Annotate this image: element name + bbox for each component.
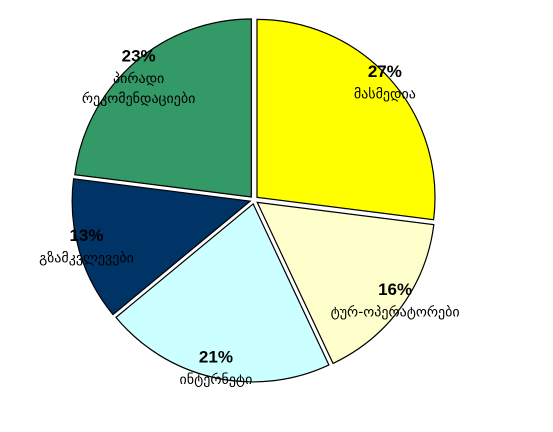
- pie-slice: [74, 18, 252, 198]
- slice-label: ტურ-ოპერატორები: [331, 304, 460, 321]
- value-label: 27%: [368, 62, 402, 81]
- slice-label: გზამკვლევები: [39, 251, 134, 267]
- pie-slice: [256, 201, 435, 365]
- pie-slice: [256, 18, 436, 221]
- slice-label: ინტერნეტი: [180, 371, 253, 388]
- value-label: 16%: [378, 280, 412, 299]
- value-label: 21%: [199, 348, 233, 367]
- pie-slice: [71, 178, 252, 316]
- slice-label: პირადი რეკომენდაციები: [82, 70, 196, 107]
- value-label: 13%: [69, 226, 103, 245]
- value-label: 23%: [122, 47, 156, 66]
- slice-label: მასმედია: [354, 87, 416, 103]
- pie-slice: [115, 202, 330, 383]
